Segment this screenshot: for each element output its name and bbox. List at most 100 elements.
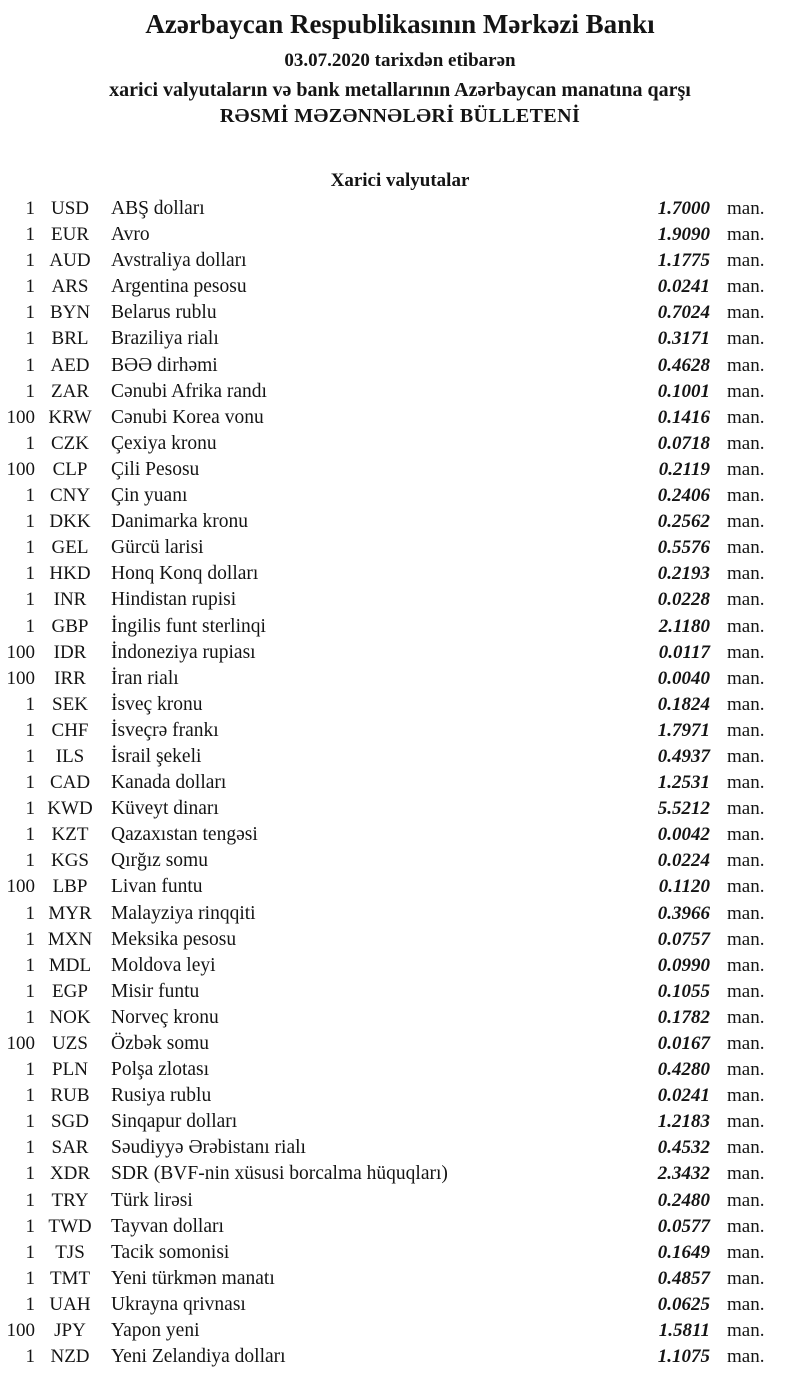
currency-name: Malayziya rinqqiti <box>111 902 256 924</box>
currency-rate: 2.3432 <box>657 1163 710 1185</box>
table-row: 1 DKK Danimarka kronu 0.2562 man. <box>0 509 800 535</box>
currency-name: Meksika pesosu <box>111 928 237 950</box>
currency-rate: 0.0625 <box>657 1293 710 1315</box>
rate-unit: man. <box>727 954 765 976</box>
rate-unit: man. <box>727 902 765 924</box>
rate-unit: man. <box>727 511 765 533</box>
currency-code: IDR <box>53 641 87 663</box>
currency-rate: 0.4532 <box>657 1137 710 1159</box>
currency-qty: 1 <box>25 1189 36 1211</box>
currency-code: LBP <box>52 876 88 898</box>
table-row: 100 IDR İndoneziya rupiası 0.0117 man. <box>0 640 800 666</box>
rate-unit: man. <box>727 276 765 298</box>
currency-code: SGD <box>50 1111 89 1133</box>
currency-name: Çin yuanı <box>111 485 188 507</box>
currency-qty: 1 <box>25 224 36 246</box>
currency-qty: 1 <box>25 824 36 846</box>
currency-code: TWD <box>48 1215 92 1237</box>
currency-name: Yapon yeni <box>111 1320 200 1342</box>
rate-unit: man. <box>727 589 765 611</box>
rate-unit: man. <box>727 1006 765 1028</box>
rate-unit: man. <box>727 1033 765 1054</box>
rate-unit: man. <box>727 1189 765 1211</box>
table-row: 1 ILS İsrail şekeli 0.4937 man. <box>0 744 800 770</box>
currency-qty: 1 <box>25 902 36 924</box>
currency-qty: 100 <box>6 1320 36 1342</box>
currency-rate: 0.4280 <box>657 1059 710 1081</box>
rate-unit: man. <box>727 1320 765 1342</box>
currency-name: Çexiya kronu <box>111 432 217 454</box>
table-row: 1 INR Hindistan rupisi 0.0228 man. <box>0 587 800 613</box>
currency-name: Braziliya rialı <box>111 328 219 350</box>
currency-qty: 100 <box>6 876 36 898</box>
currency-code: MXN <box>47 928 93 950</box>
currency-rate: 0.0718 <box>657 432 710 454</box>
currency-name: Qazaxıstan tengəsi <box>111 824 258 846</box>
currency-rate: 0.0117 <box>658 641 710 663</box>
currency-rate: 0.0167 <box>657 1033 710 1054</box>
rate-unit: man. <box>727 824 765 846</box>
currency-rate: 0.2119 <box>658 458 710 480</box>
currency-code: EUR <box>51 224 89 246</box>
currency-code: CNY <box>49 485 91 507</box>
currency-rate: 1.1075 <box>657 1346 710 1368</box>
currency-code: CZK <box>51 432 89 454</box>
currency-name: Hindistan rupisi <box>111 589 237 611</box>
rate-unit: man. <box>727 1163 765 1185</box>
table-row: 1 BYN Belarus rublu 0.7024 man. <box>0 300 800 326</box>
table-row: 1 MXN Meksika pesosu 0.0757 man. <box>0 927 800 953</box>
currency-name: Honq Konq dolları <box>111 563 259 585</box>
currency-code: HKD <box>49 563 91 585</box>
currency-code: BRL <box>51 328 89 350</box>
currency-name: Cənubi Afrika randı <box>111 380 267 402</box>
rate-unit: man. <box>727 980 765 1002</box>
rate-unit: man. <box>727 250 765 272</box>
currency-code: BYN <box>49 302 91 324</box>
table-row: 1 ZAR Cənubi Afrika randı 0.1001 man. <box>0 379 800 405</box>
table-row: 1 SAR Səudiyyə Ərəbistanı rialı 0.4532 m… <box>0 1135 800 1161</box>
currency-code: SAR <box>51 1137 89 1159</box>
rate-unit: man. <box>727 745 765 767</box>
rate-unit: man. <box>727 719 765 741</box>
currency-code: XDR <box>49 1163 91 1185</box>
rate-unit: man. <box>727 693 765 715</box>
currency-name: Yeni Zelandiya dolları <box>111 1346 286 1368</box>
rate-unit: man. <box>727 1346 765 1368</box>
currency-rate: 0.0241 <box>657 1085 710 1107</box>
currency-name: Cənubi Korea vonu <box>111 406 264 428</box>
rate-unit: man. <box>727 1137 765 1159</box>
table-row: 1 PLN Polşa zlotası 0.4280 man. <box>0 1057 800 1083</box>
currency-rate: 0.0757 <box>657 928 710 950</box>
scope-line: xarici valyutaların və bank metallarının… <box>109 79 691 101</box>
rate-unit: man. <box>727 1267 765 1289</box>
table-row: 1 TWD Tayvan dolları 0.0577 man. <box>0 1214 800 1240</box>
currency-code: TRY <box>51 1189 89 1211</box>
table-row: 100 LBP Livan funtu 0.1120 man. <box>0 874 800 900</box>
bulletin-title: RƏSMİ MƏZƏNNƏLƏRİ BÜLLETENİ <box>219 105 581 127</box>
currency-name: Türk lirəsi <box>111 1189 193 1211</box>
currency-qty: 1 <box>25 1267 36 1289</box>
currency-name: Küveyt dinarı <box>111 798 219 820</box>
currency-name: Rusiya rublu <box>111 1085 212 1107</box>
currency-code: EGP <box>52 980 88 1002</box>
currency-rate: 1.2531 <box>657 772 710 794</box>
currency-name: Polşa zlotası <box>111 1059 210 1081</box>
currency-name: SDR (BVF-nin xüsusi borcalma hüquqları) <box>111 1163 448 1185</box>
currency-qty: 1 <box>25 276 36 298</box>
currency-code: JPY <box>54 1320 86 1342</box>
table-row: 1 XDR SDR (BVF-nin xüsusi borcalma hüquq… <box>0 1161 800 1187</box>
section-title: Xarici valyutalar <box>330 170 470 191</box>
currency-code: DKK <box>49 511 91 533</box>
currency-qty: 1 <box>25 1163 36 1185</box>
currency-qty: 100 <box>6 1033 36 1054</box>
table-row: 1 RUB Rusiya rublu 0.0241 man. <box>0 1083 800 1109</box>
currency-rate: 0.2193 <box>657 563 710 585</box>
currency-qty: 100 <box>6 667 36 689</box>
currency-qty: 1 <box>25 798 36 820</box>
rate-unit: man. <box>727 1241 765 1263</box>
currency-code: TMT <box>49 1267 91 1289</box>
currency-code: UAH <box>49 1293 91 1315</box>
currency-rate: 0.4937 <box>657 745 710 767</box>
currency-name: Belarus rublu <box>111 302 217 324</box>
currency-name: Moldova leyi <box>111 954 216 976</box>
